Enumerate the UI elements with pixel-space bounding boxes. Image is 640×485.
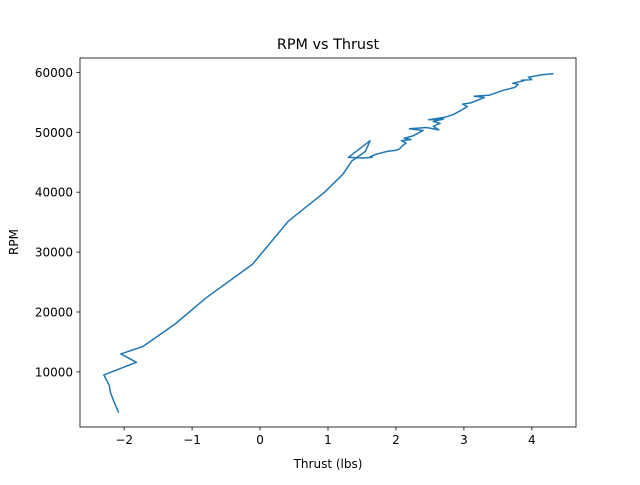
x-tick-label: −1 — [183, 433, 201, 447]
y-tick-label: 30000 — [35, 246, 73, 260]
plot-axes: −2 −1 0 1 2 3 4 10000 20000 30000 40000 50000 60000 — [35, 57, 577, 447]
x-tick-label: −2 — [115, 433, 133, 447]
x-tick-label: 2 — [392, 433, 400, 447]
y-tick-label: 60000 — [35, 66, 73, 80]
y-axis-label: RPM — [7, 229, 21, 255]
y-tick-label: 10000 — [35, 365, 73, 379]
x-axis-label: Thrust (lbs) — [293, 457, 363, 471]
x-tick-label: 4 — [528, 433, 536, 447]
y-tick-label: 20000 — [35, 305, 73, 319]
chart-title: RPM vs Thrust — [277, 37, 380, 53]
series-line-0 — [103, 72, 554, 413]
y-tick-label: 40000 — [35, 186, 73, 200]
y-tick-label: 50000 — [35, 126, 73, 140]
axes-frame — [79, 57, 577, 428]
x-tick-label: 0 — [256, 433, 264, 447]
x-tick-label: 3 — [460, 433, 468, 447]
x-tick-label: 1 — [324, 433, 332, 447]
